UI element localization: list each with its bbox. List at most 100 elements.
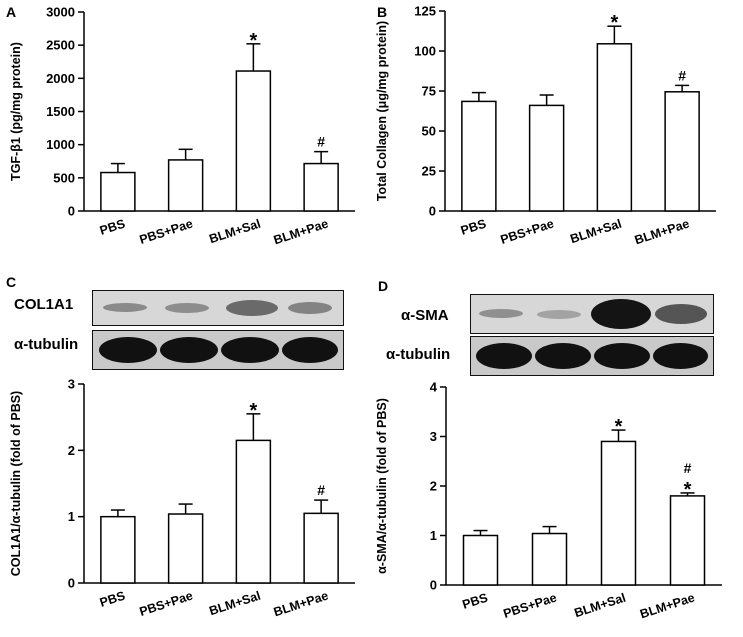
bar: [100, 515, 136, 584]
band: [282, 337, 338, 363]
panel-letter-b: B: [377, 4, 388, 20]
band: [655, 304, 707, 324]
band: [476, 343, 532, 369]
band: [537, 310, 581, 319]
x-tick-label: PBS: [461, 591, 490, 612]
bar: [531, 532, 568, 586]
bar: [462, 534, 499, 586]
y-axis-label: TGF-β1 (pg/mg protein): [9, 42, 23, 181]
blot-label-tubulin-d: α-tubulin: [386, 346, 451, 363]
y-tick-label: 50: [422, 124, 436, 139]
bar: [100, 171, 136, 212]
significance-marker: #: [678, 67, 686, 83]
y-axis-label: COL1A1/α-tubulin (fold of PBS): [9, 391, 23, 576]
y-axis-label: α-SMA/α-tubulin (fold of PBS): [375, 398, 389, 574]
y-tick-label: 125: [414, 4, 436, 19]
y-tick-label: 100: [414, 44, 436, 59]
x-tick-label: PBS+Pae: [138, 589, 195, 619]
x-tick-label: BLM+Sal: [573, 591, 628, 621]
chart-c: 0 1 2 3 COL1A1/α-tubulin (fold of PBS) PBS PBS…: [9, 377, 355, 619]
blot-label-col1a1: COL1A1: [14, 296, 74, 313]
chart-d: 0 1 2 3 4 α-SMA/α-tubulin (fold of PBS) PBS PBS…: [375, 380, 722, 622]
y-tick-label: 1: [68, 509, 75, 524]
bar: [664, 91, 700, 212]
band: [165, 303, 209, 313]
band: [160, 337, 218, 363]
bar: [528, 104, 565, 212]
panel-letter-c: C: [6, 274, 17, 290]
band: [288, 302, 332, 314]
bar: [303, 162, 339, 212]
x-tick-label: BLM+Pae: [633, 217, 691, 248]
significance-marker: *: [249, 400, 257, 422]
significance-marker: #: [684, 460, 692, 476]
y-tick-label: 3: [68, 377, 75, 392]
blot-col1a1: [92, 290, 344, 326]
significance-marker: *: [684, 479, 692, 501]
y-tick-label: 0: [429, 204, 436, 219]
bar: [596, 43, 633, 212]
y-tick-label: 3000: [46, 5, 75, 20]
bar: [235, 70, 272, 212]
blot-asma: [470, 294, 714, 334]
band: [226, 300, 278, 316]
significance-marker: *: [610, 12, 618, 34]
y-tick-label: 2500: [46, 38, 75, 53]
y-tick-label: 0: [430, 578, 437, 593]
y-tick-label: 2: [430, 479, 437, 494]
x-tick-label: BLM+Sal: [207, 589, 262, 619]
y-tick-label: 0: [68, 204, 75, 219]
bar: [167, 159, 204, 212]
band: [103, 303, 147, 312]
bar: [461, 100, 497, 212]
band: [653, 343, 708, 369]
y-tick-label: 1500: [46, 104, 75, 119]
blot-tubulin-c: [92, 330, 344, 370]
x-tick-label: BLM+Pae: [272, 217, 330, 248]
y-tick-label: 2000: [46, 71, 75, 86]
panel-b: B 0 25 50 75 100 125 Total Collagen (μg/mg pro…: [372, 0, 743, 268]
y-tick-label: 1: [430, 528, 437, 543]
x-tick-label: PBS: [98, 217, 127, 238]
x-tick-label: BLM+Sal: [207, 217, 262, 247]
panel-letter-d: D: [378, 278, 389, 294]
chart-a: 0 500 1000 1500 2000 2500 3000 TGF-β1 (pg/mg pr…: [9, 5, 355, 248]
bar: [167, 513, 204, 584]
significance-marker: #: [317, 134, 325, 150]
y-tick-label: 2: [68, 443, 75, 458]
band: [221, 337, 279, 363]
blot-label-tubulin-c: α-tubulin: [14, 336, 79, 353]
blot-label-asma: α-SMA: [401, 307, 449, 324]
band: [594, 343, 650, 369]
bar: [600, 440, 637, 586]
x-tick-label: PBS+Pae: [138, 217, 195, 247]
y-tick-label: 0: [68, 576, 75, 591]
y-tick-label: 500: [53, 170, 75, 185]
x-tick-label: PBS+Pae: [502, 591, 559, 621]
x-tick-label: BLM+Pae: [638, 591, 696, 622]
y-tick-label: 25: [422, 164, 436, 179]
y-tick-label: 3: [430, 429, 437, 444]
band: [591, 299, 651, 329]
panel-d: D α-SMA α-tubulin 0 1 2 3 4 α-SMA/α-tubulin (…: [372, 268, 743, 637]
panel-c: C COL1A1 α-tubulin 0 1 2 3 COL1A1/α-tubulin …: [0, 268, 372, 637]
bar: [303, 512, 339, 584]
y-tick-label: 4: [430, 380, 438, 395]
x-tick-label: PBS: [98, 589, 127, 610]
panel-a: A 0 500 1000 1500 2000 2500 3000 TGF-β1 (pg/mg …: [0, 0, 372, 268]
significance-marker: #: [317, 482, 325, 498]
x-tick-label: BLM+Sal: [568, 217, 623, 247]
x-tick-label: PBS: [459, 217, 488, 238]
x-tick-label: PBS+Pae: [499, 217, 556, 247]
bar: [235, 439, 272, 584]
significance-marker: *: [615, 416, 623, 438]
significance-marker: *: [249, 30, 257, 52]
band: [535, 343, 591, 369]
blot-tubulin-d: [470, 336, 714, 376]
y-tick-label: 75: [422, 84, 436, 99]
y-tick-label: 1000: [46, 137, 75, 152]
chart-b: 0 25 50 75 100 125 Total Collagen (μg/mg prote…: [375, 4, 716, 248]
panel-letter-a: A: [6, 4, 17, 20]
bar: [669, 495, 706, 586]
band: [479, 309, 523, 318]
